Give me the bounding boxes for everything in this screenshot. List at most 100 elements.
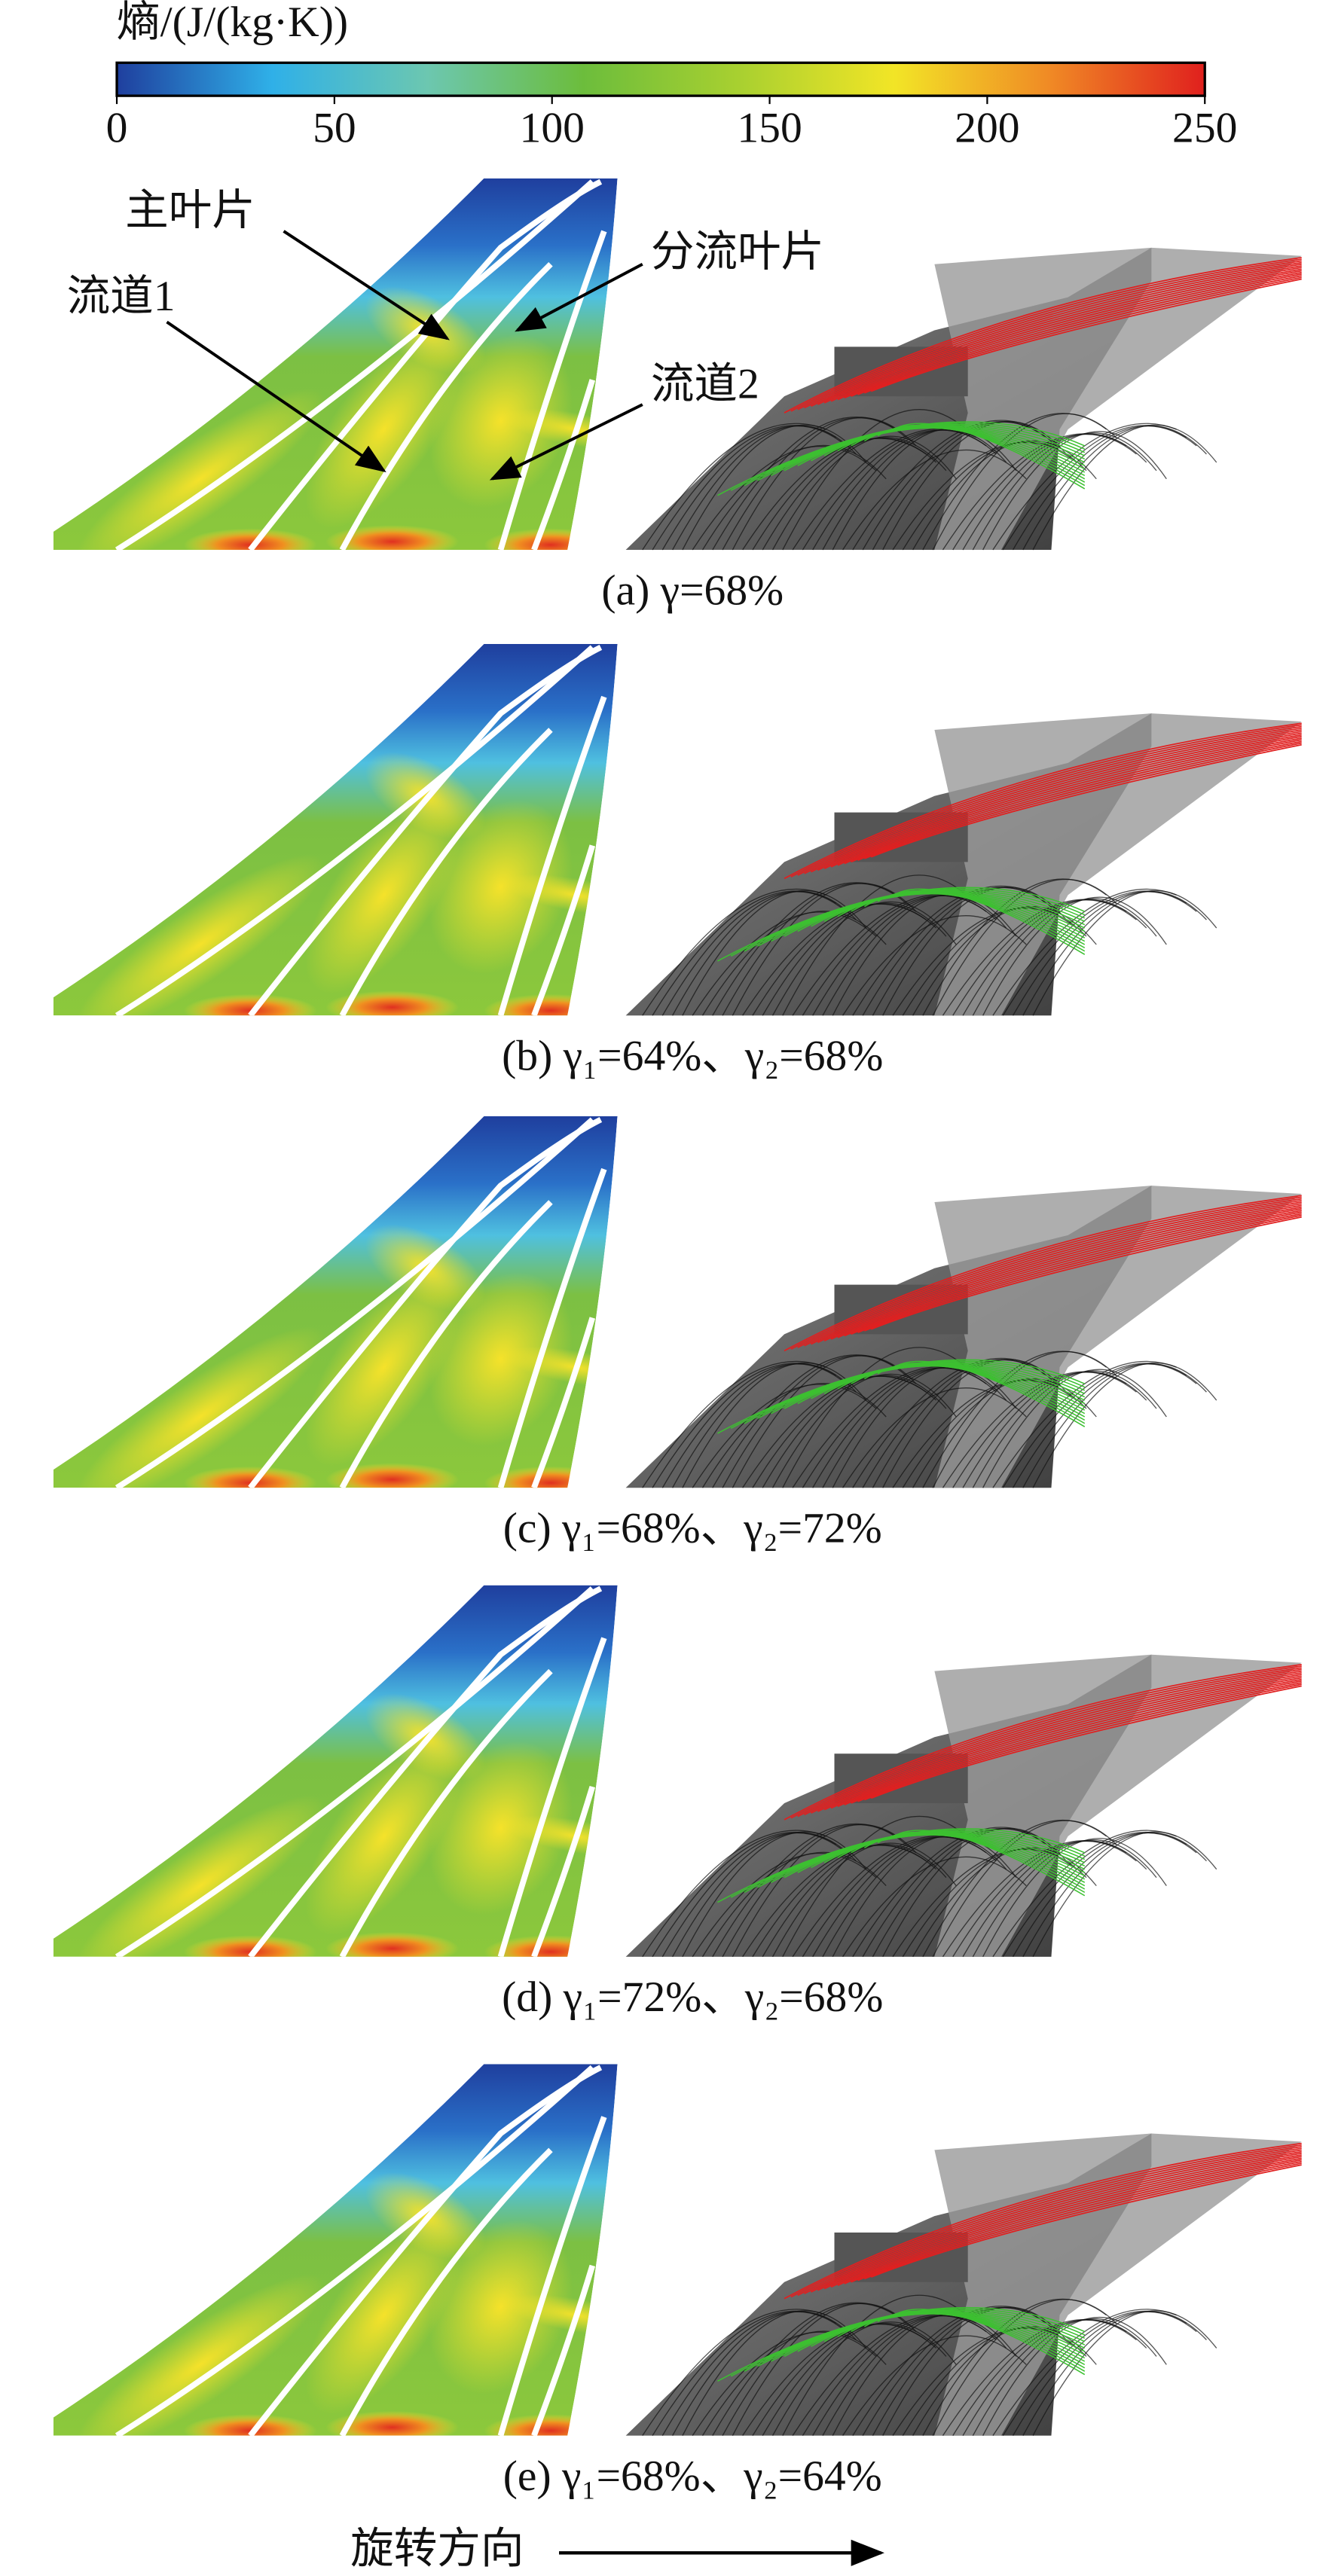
streamline-red	[870, 2164, 1302, 2278]
streamline-black	[722, 1824, 907, 1958]
annotation: 分流叶片	[651, 228, 824, 276]
streamline-red	[784, 722, 1302, 880]
streamline-red	[790, 258, 1302, 412]
streamline-red	[784, 257, 1302, 414]
streamline-red	[844, 2157, 1302, 2285]
streamline-black	[972, 898, 1157, 1016]
peak-zone	[325, 2410, 460, 2436]
streamline-black	[661, 1363, 847, 1488]
colorbar-title: 熵/(J/(kg·K))	[117, 0, 348, 46]
streamline-red	[837, 270, 1302, 401]
streamline-black	[762, 2322, 947, 2436]
blade	[531, 379, 596, 551]
streamline-black	[722, 2303, 907, 2436]
annotation: 流道2	[651, 361, 759, 408]
panel	[53, 2064, 1302, 2437]
streamline-black	[1012, 1363, 1197, 1488]
high-entropy-zone	[305, 795, 463, 994]
streamline-red	[844, 1678, 1302, 1805]
colorbar-tick-label: 100	[520, 105, 585, 152]
caption: (b) γ₁=64%、γ₂=68%	[502, 1033, 883, 1080]
streamline-red	[857, 275, 1302, 395]
streamline-black	[682, 890, 867, 1016]
colorbar-tick-label: 200	[955, 105, 1019, 152]
streamline-red	[870, 1685, 1302, 1799]
panel	[53, 644, 1302, 1016]
streamline-black	[1012, 1832, 1197, 1958]
streamline-black	[812, 895, 997, 1016]
streamline-black	[682, 1831, 867, 1958]
panel	[53, 1116, 1302, 1488]
contour-plot	[53, 178, 618, 551]
streamline-red	[817, 2150, 1302, 2291]
streamline-red	[804, 1668, 1302, 1816]
streamline-black	[701, 1383, 887, 1488]
blade	[248, 1586, 603, 1957]
annotation-arrow	[515, 263, 643, 332]
streamline-green	[891, 1360, 1086, 1427]
streamline-black	[1022, 2311, 1207, 2436]
blade	[531, 844, 596, 1016]
peak-zone	[183, 2414, 317, 2436]
streamline-black	[732, 417, 917, 551]
blade	[531, 2264, 596, 2436]
streamline-black	[982, 1369, 1167, 1488]
streamline-black	[752, 903, 937, 1016]
streamline-black	[661, 891, 847, 1016]
streamline-black	[642, 1830, 826, 1958]
streamline-red	[797, 1667, 1302, 1818]
streamline-black	[832, 428, 1017, 551]
peak-zone	[183, 528, 317, 551]
streamline-green	[891, 888, 1086, 955]
streamline-red	[851, 1211, 1302, 1335]
caption: (d) γ₁=72%、γ₂=68%	[502, 1973, 883, 2021]
streamline-black	[672, 425, 857, 551]
streamline-red	[870, 743, 1302, 858]
streamline-black	[932, 2299, 1117, 2436]
streamline-red	[851, 2159, 1302, 2283]
streamline-black	[661, 426, 847, 551]
annotation: 流道1	[67, 273, 176, 320]
peak-zone	[325, 1932, 460, 1957]
streamline-black	[661, 1832, 847, 1958]
streamline-black	[992, 1360, 1177, 1488]
streamline-black	[752, 438, 937, 551]
streamline-red	[811, 263, 1302, 407]
annotation: 主叶片	[125, 187, 255, 234]
streamline-black	[1032, 1362, 1217, 1488]
streamline-red	[784, 1663, 1302, 1821]
streamline-red	[811, 729, 1302, 873]
streamline-red	[804, 727, 1302, 874]
colorbar-tick-label: 50	[313, 105, 356, 152]
streamline-red	[784, 2142, 1302, 2300]
streamline-red	[797, 725, 1302, 876]
streamline-black	[722, 1355, 907, 1488]
blade	[339, 262, 553, 551]
high-entropy-zone	[429, 2220, 573, 2394]
streamline-black	[992, 2309, 1177, 2437]
streamline-red	[830, 2154, 1302, 2288]
streamline-black	[822, 1366, 1007, 1488]
streamline-black	[752, 2323, 937, 2436]
streamline-black	[932, 878, 1117, 1016]
streamline-red	[790, 1665, 1302, 1819]
streamline-black	[832, 893, 1017, 1016]
streamline-black	[992, 888, 1177, 1016]
streamline-red	[844, 271, 1302, 399]
high-entropy-zone	[305, 330, 463, 529]
contour-plot	[53, 2064, 618, 2436]
blade	[497, 1167, 607, 1488]
streamline-black	[812, 1367, 997, 1488]
blade	[339, 728, 553, 1016]
streamline-red	[844, 1210, 1302, 1337]
streamline-black	[692, 446, 877, 551]
peak-zone	[183, 1935, 317, 1957]
streamline-black	[701, 2330, 887, 2436]
streamline-black	[782, 1347, 967, 1488]
streamline-black	[682, 2310, 867, 2436]
streamline-black	[992, 1830, 1177, 1958]
streamline-black	[782, 409, 967, 551]
high-entropy-zone	[429, 1741, 573, 1915]
blade	[339, 1668, 553, 1957]
streamline-red	[811, 2149, 1302, 2293]
